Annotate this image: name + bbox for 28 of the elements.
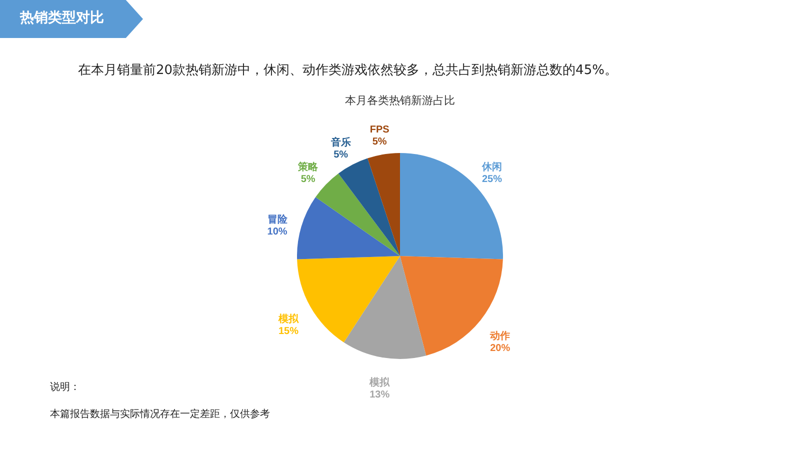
slice-label: 策略 [297, 160, 320, 173]
pie-slice [344, 256, 426, 359]
chart-title: 本月各类热销新游占比 [345, 94, 455, 107]
slice-label: 模拟 [368, 376, 391, 388]
slice-label: 模拟 [277, 312, 300, 325]
data-label: 5% [334, 150, 348, 161]
slice-label: 休闲 [480, 160, 502, 173]
text: 本篇报告数据与实际情况存在一定差距，仅供参考 [50, 408, 270, 421]
data-label: 15% [278, 326, 299, 337]
slice-label: 音乐 [330, 136, 351, 149]
pie-slice [368, 153, 400, 256]
slice-label: 冒险 [267, 214, 288, 226]
data-label: 10% [267, 226, 288, 238]
pie-slice [316, 173, 400, 256]
text: 热销类型对比 [20, 9, 104, 27]
data-label: 25% [482, 174, 502, 185]
text: 说明： [50, 381, 80, 394]
data-label: 13% [370, 389, 390, 400]
text: 在本月销量前20款热销新游中，休闲、动作类游戏依然较多，总共占到热销新游总数的45%。 [78, 62, 618, 79]
data-label: 5% [372, 136, 387, 148]
data-label: 20% [490, 342, 510, 354]
slice-label: FPS [370, 124, 390, 136]
pie-slice [338, 158, 400, 256]
slice-label: 动作 [489, 330, 510, 342]
pie-slice [297, 256, 400, 342]
data-label: 5% [300, 174, 316, 185]
pie-slice [297, 197, 400, 260]
pie-slice [400, 153, 503, 260]
